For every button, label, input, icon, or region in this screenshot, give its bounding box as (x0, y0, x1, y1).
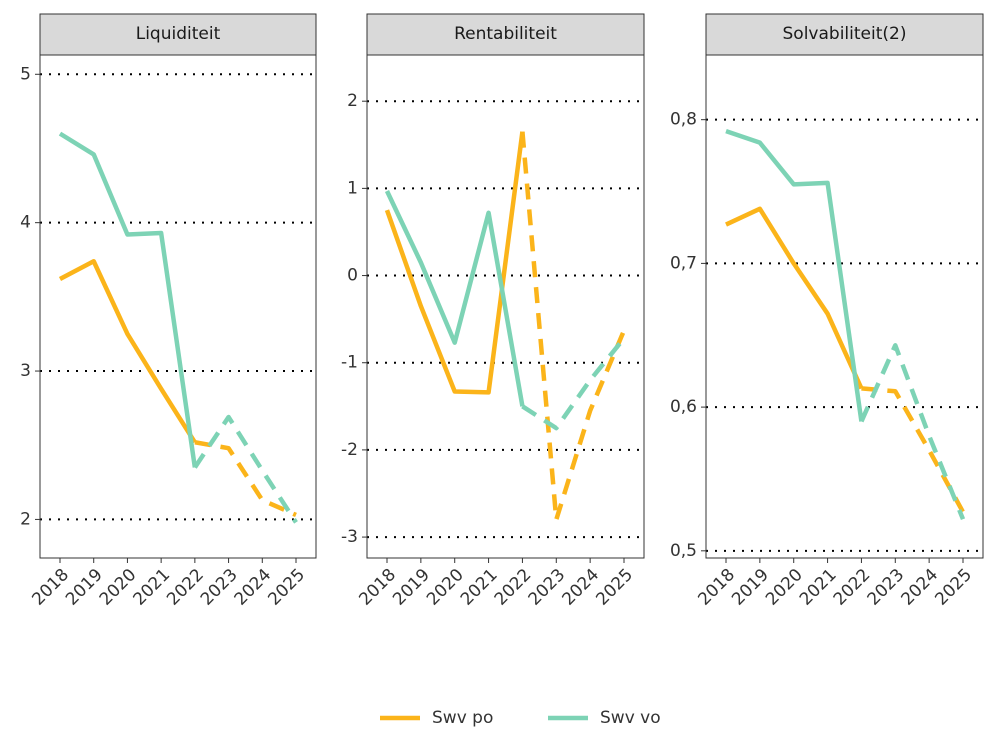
series-line (384, 131, 525, 395)
x-tick-label: 2024 (231, 565, 276, 610)
x-tick-label: 2024 (897, 565, 942, 610)
x-tick-label: 2021 (796, 565, 841, 610)
series-line (725, 129, 864, 422)
facet-strip (366, 13, 645, 56)
y-tick-label: -1 (341, 353, 358, 373)
x-tick-label: 2018 (694, 565, 739, 610)
y-tick-label: 0,7 (670, 253, 697, 273)
facet-title: Solvabiliteit(2) (783, 24, 907, 44)
x-tick-label: 2025 (264, 565, 309, 610)
y-tick-label: 0,6 (670, 397, 697, 417)
y-tick-label: 0,8 (670, 110, 697, 130)
x-tick-label: 2022 (830, 565, 875, 610)
y-tick-label: 2 (20, 509, 31, 529)
series-line (521, 336, 626, 431)
series-line (725, 206, 864, 390)
x-tick-label: 2018 (355, 565, 400, 610)
x-tick-label: 2024 (558, 565, 603, 610)
y-tick-label: -3 (341, 527, 358, 547)
series-line (861, 386, 965, 514)
series-line (58, 258, 197, 444)
x-tick-label: 2020 (96, 565, 141, 610)
x-tick-label: 2018 (28, 565, 73, 610)
y-tick-label: -2 (341, 440, 358, 460)
x-tick-label: 2021 (457, 565, 502, 610)
y-tick-label: 4 (20, 213, 31, 233)
plot-frame (39, 54, 317, 559)
series-line (194, 440, 297, 518)
x-tick-label: 2019 (62, 565, 107, 610)
facet-title: Rentabiliteit (454, 24, 557, 44)
facet-strip (39, 13, 317, 56)
x-tick-label: 2025 (931, 565, 976, 610)
x-tick-label: 2022 (163, 565, 208, 610)
x-tick-label: 2023 (864, 565, 909, 610)
legend-label: Swv po (432, 708, 493, 728)
x-tick-label: 2025 (592, 565, 637, 610)
y-tick-label: 5 (20, 64, 31, 84)
legend-label: Swv vo (600, 708, 661, 728)
x-tick-label: 2022 (491, 565, 536, 610)
x-tick-label: 2023 (197, 565, 242, 610)
x-tick-label: 2019 (389, 565, 434, 610)
series-line (58, 131, 198, 468)
y-tick-label: 2 (347, 91, 358, 111)
x-tick-label: 2023 (525, 565, 570, 610)
x-tick-label: 2020 (762, 565, 807, 610)
x-tick-label: 2021 (129, 565, 174, 610)
x-tick-label: 2019 (728, 565, 773, 610)
y-tick-label: 1 (347, 178, 358, 198)
plot-frame (705, 54, 984, 559)
series-line (520, 131, 627, 522)
y-tick-label: 0,5 (670, 541, 697, 561)
y-tick-label: 0 (347, 266, 358, 286)
plot-frame (366, 54, 645, 559)
series-line (859, 343, 966, 521)
y-tick-label: 3 (20, 361, 31, 381)
facet-title: Liquiditeit (136, 24, 221, 44)
facet-strip (705, 13, 984, 56)
series-line (192, 414, 298, 524)
x-tick-label: 2020 (423, 565, 468, 610)
series-line (384, 190, 525, 407)
